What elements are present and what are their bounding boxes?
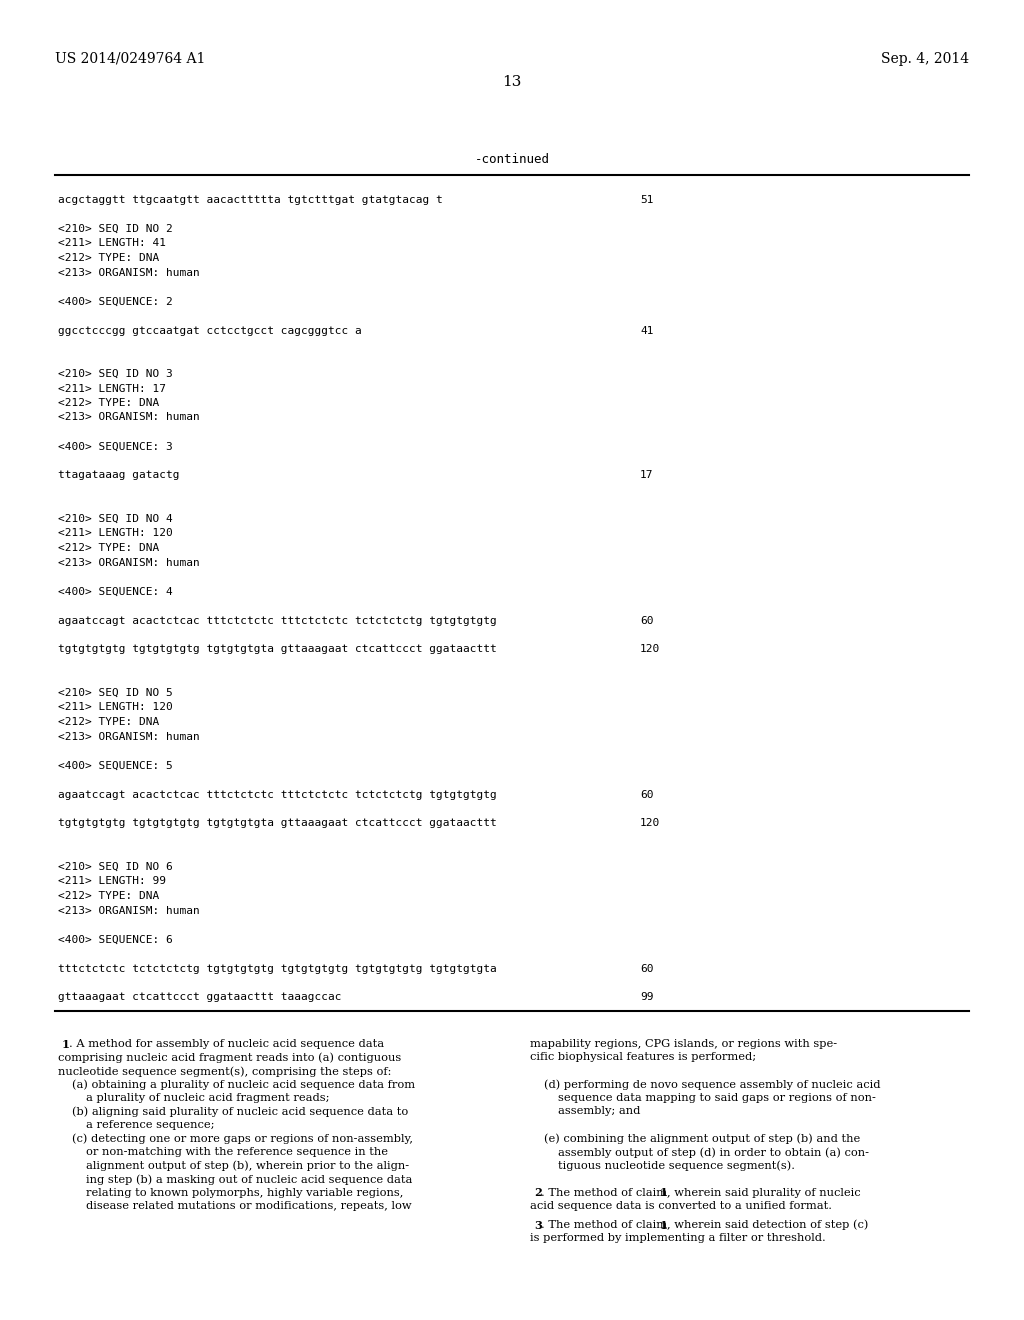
Text: <211> LENGTH: 17: <211> LENGTH: 17 (58, 384, 166, 393)
Text: 1: 1 (660, 1188, 668, 1199)
Text: ggcctcccgg gtccaatgat cctcctgcct cagcgggtcc a: ggcctcccgg gtccaatgat cctcctgcct cagcggg… (58, 326, 361, 335)
Text: <213> ORGANISM: human: <213> ORGANISM: human (58, 268, 200, 277)
Text: tiguous nucleotide sequence segment(s).: tiguous nucleotide sequence segment(s). (558, 1160, 795, 1171)
Text: <211> LENGTH: 41: <211> LENGTH: 41 (58, 239, 166, 248)
Text: ing step (b) a masking out of nucleic acid sequence data: ing step (b) a masking out of nucleic ac… (86, 1173, 413, 1184)
Text: <211> LENGTH: 99: <211> LENGTH: 99 (58, 876, 166, 887)
Text: <211> LENGTH: 120: <211> LENGTH: 120 (58, 528, 173, 539)
Text: <212> TYPE: DNA: <212> TYPE: DNA (58, 891, 160, 902)
Text: a plurality of nucleic acid fragment reads;: a plurality of nucleic acid fragment rea… (86, 1093, 330, 1104)
Text: 3: 3 (534, 1220, 542, 1232)
Text: tttctctctc tctctctctg tgtgtgtgtg tgtgtgtgtg tgtgtgtgtg tgtgtgtgta: tttctctctc tctctctctg tgtgtgtgtg tgtgtgt… (58, 964, 497, 974)
Text: <400> SEQUENCE: 4: <400> SEQUENCE: 4 (58, 586, 173, 597)
Text: acgctaggtt ttgcaatgtt aacacttttta tgtctttgat gtatgtacag t: acgctaggtt ttgcaatgtt aacacttttta tgtctt… (58, 195, 442, 205)
Text: <210> SEQ ID NO 6: <210> SEQ ID NO 6 (58, 862, 173, 873)
Text: 60: 60 (640, 789, 653, 800)
Text: cific biophysical features is performed;: cific biophysical features is performed; (530, 1052, 756, 1063)
Text: <400> SEQUENCE: 6: <400> SEQUENCE: 6 (58, 935, 173, 945)
Text: , wherein said plurality of nucleic: , wherein said plurality of nucleic (667, 1188, 860, 1197)
Text: <210> SEQ ID NO 4: <210> SEQ ID NO 4 (58, 513, 173, 524)
Text: 17: 17 (640, 470, 653, 480)
Text: (a) obtaining a plurality of nucleic acid sequence data from: (a) obtaining a plurality of nucleic aci… (72, 1080, 415, 1090)
Text: is performed by implementing a filter or threshold.: is performed by implementing a filter or… (530, 1233, 825, 1243)
Text: <212> TYPE: DNA: <212> TYPE: DNA (58, 717, 160, 727)
Text: 120: 120 (640, 644, 660, 655)
Text: , wherein said detection of step (c): , wherein said detection of step (c) (667, 1220, 868, 1230)
Text: relating to known polymorphs, highly variable regions,: relating to known polymorphs, highly var… (86, 1188, 403, 1197)
Text: agaatccagt acactctcac tttctctctc tttctctctc tctctctctg tgtgtgtgtg: agaatccagt acactctcac tttctctctc tttctct… (58, 789, 497, 800)
Text: 1: 1 (660, 1220, 668, 1232)
Text: (e) combining the alignment output of step (b) and the: (e) combining the alignment output of st… (544, 1134, 860, 1144)
Text: 13: 13 (503, 75, 521, 88)
Text: (d) performing de novo sequence assembly of nucleic acid: (d) performing de novo sequence assembly… (544, 1080, 881, 1090)
Text: 120: 120 (640, 818, 660, 829)
Text: acid sequence data is converted to a unified format.: acid sequence data is converted to a uni… (530, 1201, 831, 1210)
Text: tgtgtgtgtg tgtgtgtgtg tgtgtgtgta gttaaagaat ctcattccct ggataacttt: tgtgtgtgtg tgtgtgtgtg tgtgtgtgta gttaaag… (58, 644, 497, 655)
Text: disease related mutations or modifications, repeats, low: disease related mutations or modificatio… (86, 1201, 412, 1210)
Text: <210> SEQ ID NO 5: <210> SEQ ID NO 5 (58, 688, 173, 698)
Text: 1: 1 (62, 1039, 70, 1049)
Text: ttagataaag gatactg: ttagataaag gatactg (58, 470, 179, 480)
Text: agaatccagt acactctcac tttctctctc tttctctctc tctctctctg tgtgtgtgtg: agaatccagt acactctcac tttctctctc tttctct… (58, 615, 497, 626)
Text: Sep. 4, 2014: Sep. 4, 2014 (881, 51, 969, 66)
Text: assembly; and: assembly; and (558, 1106, 640, 1117)
Text: 2: 2 (534, 1188, 542, 1199)
Text: (c) detecting one or more gaps or regions of non-assembly,: (c) detecting one or more gaps or region… (72, 1134, 413, 1144)
Text: US 2014/0249764 A1: US 2014/0249764 A1 (55, 51, 206, 66)
Text: assembly output of step (d) in order to obtain (a) con-: assembly output of step (d) in order to … (558, 1147, 869, 1158)
Text: <212> TYPE: DNA: <212> TYPE: DNA (58, 543, 160, 553)
Text: . The method of claim: . The method of claim (541, 1188, 671, 1197)
Text: <212> TYPE: DNA: <212> TYPE: DNA (58, 253, 160, 263)
Text: 51: 51 (640, 195, 653, 205)
Text: comprising nucleic acid fragment reads into (a) contiguous: comprising nucleic acid fragment reads i… (58, 1052, 401, 1063)
Text: <212> TYPE: DNA: <212> TYPE: DNA (58, 399, 160, 408)
Text: <213> ORGANISM: human: <213> ORGANISM: human (58, 412, 200, 422)
Text: alignment output of step (b), wherein prior to the align-: alignment output of step (b), wherein pr… (86, 1160, 410, 1171)
Text: <400> SEQUENCE: 5: <400> SEQUENCE: 5 (58, 760, 173, 771)
Text: nucleotide sequence segment(s), comprising the steps of:: nucleotide sequence segment(s), comprisi… (58, 1067, 391, 1077)
Text: 60: 60 (640, 964, 653, 974)
Text: tgtgtgtgtg tgtgtgtgtg tgtgtgtgta gttaaagaat ctcattccct ggataacttt: tgtgtgtgtg tgtgtgtgtg tgtgtgtgta gttaaag… (58, 818, 497, 829)
Text: a reference sequence;: a reference sequence; (86, 1119, 214, 1130)
Text: . A method for assembly of nucleic acid sequence data: . A method for assembly of nucleic acid … (69, 1039, 384, 1049)
Text: mapability regions, CPG islands, or regions with spe-: mapability regions, CPG islands, or regi… (530, 1039, 838, 1049)
Text: <213> ORGANISM: human: <213> ORGANISM: human (58, 906, 200, 916)
Text: <213> ORGANISM: human: <213> ORGANISM: human (58, 731, 200, 742)
Text: sequence data mapping to said gaps or regions of non-: sequence data mapping to said gaps or re… (558, 1093, 876, 1104)
Text: 41: 41 (640, 326, 653, 335)
Text: or non-matching with the reference sequence in the: or non-matching with the reference seque… (86, 1147, 388, 1158)
Text: gttaaagaat ctcattccct ggataacttt taaagccac: gttaaagaat ctcattccct ggataacttt taaagcc… (58, 993, 341, 1002)
Text: <210> SEQ ID NO 3: <210> SEQ ID NO 3 (58, 370, 173, 379)
Text: <210> SEQ ID NO 2: <210> SEQ ID NO 2 (58, 224, 173, 234)
Text: -continued: -continued (474, 153, 550, 166)
Text: <211> LENGTH: 120: <211> LENGTH: 120 (58, 702, 173, 713)
Text: 60: 60 (640, 615, 653, 626)
Text: <400> SEQUENCE: 2: <400> SEQUENCE: 2 (58, 297, 173, 306)
Text: 99: 99 (640, 993, 653, 1002)
Text: <400> SEQUENCE: 3: <400> SEQUENCE: 3 (58, 441, 173, 451)
Text: <213> ORGANISM: human: <213> ORGANISM: human (58, 557, 200, 568)
Text: (b) aligning said plurality of nucleic acid sequence data to: (b) aligning said plurality of nucleic a… (72, 1106, 409, 1117)
Text: . The method of claim: . The method of claim (541, 1220, 671, 1230)
